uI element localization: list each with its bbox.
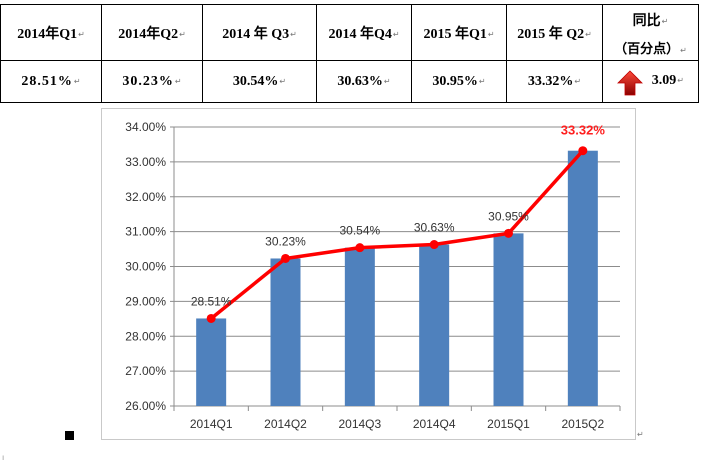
value-yoy-change: 3.09↵ xyxy=(602,60,699,103)
value-2014q2: 30.23%↵ xyxy=(101,60,203,103)
chart-area: 26.00% 27.00% 28.00% 29.00% 30.00% 31.00% 32.0… xyxy=(101,108,636,440)
bar xyxy=(344,247,375,406)
header-2014q2-text: 2014年Q2 xyxy=(118,26,179,42)
y-tick-label: 34.00% xyxy=(125,120,166,134)
cell-end-mark: ↵ xyxy=(179,29,186,39)
header-2014q1: 2014年Q1↵ xyxy=(0,4,102,61)
table-header-row: 2014年Q1↵ 2014年Q2↵ 2014 年 Q3↵ 2014 年Q4↵ 2… xyxy=(0,4,699,61)
data-label: 28.51% xyxy=(191,294,232,308)
y-tick-label: 26.00% xyxy=(125,399,166,413)
cell-end-mark: ↵ xyxy=(677,76,684,86)
value-2014q4: 30.63%↵ xyxy=(316,60,412,103)
cell-end-mark: ↵ xyxy=(585,29,592,39)
cell-end-mark: ↵ xyxy=(78,29,85,39)
header-2014q3-text: 2014 年 Q3 xyxy=(222,26,290,42)
line-point xyxy=(206,313,216,323)
cell-end-mark: ↵ xyxy=(680,45,687,55)
y-tick-label: 29.00% xyxy=(125,294,166,308)
up-arrow-icon xyxy=(617,70,643,96)
value-2014q4-text: 30.63% xyxy=(337,73,383,89)
line-point xyxy=(578,146,588,156)
data-label: 30.23% xyxy=(265,234,306,248)
value-2014q1: 28.51%↵ xyxy=(0,60,102,103)
value-2014q3: 30.54%↵ xyxy=(202,60,317,103)
y-tick-label: 28.00% xyxy=(125,329,166,343)
yoy-change-value-text: 3.09 xyxy=(651,73,677,88)
cell-end-mark: ↵ xyxy=(279,76,287,86)
y-tick-label: 30.00% xyxy=(125,260,166,274)
data-label: 30.95% xyxy=(488,209,529,223)
header-2014q1-text: 2014年Q1 xyxy=(17,26,78,42)
bar xyxy=(567,150,598,406)
y-tick-label: 31.00% xyxy=(125,225,166,239)
highlight-data-label: 33.32% xyxy=(561,123,606,138)
cell-end-mark: ↵ xyxy=(487,29,495,39)
yoy-change-value: 3.09↵ xyxy=(652,73,684,89)
x-tick-label: 2015Q1 xyxy=(487,417,530,431)
cell-end-mark: ↵ xyxy=(392,29,400,39)
header-2015q1-text: 2015 年Q1 xyxy=(423,26,487,42)
table-value-row: 28.51%↵ 30.23%↵ 30.54%↵ 30.63%↵ 30.95%↵ … xyxy=(0,60,699,103)
x-tick-label: 2014Q1 xyxy=(190,417,233,431)
y-tick-label: 33.00% xyxy=(125,155,166,169)
bar xyxy=(493,233,524,406)
value-2015q1-text: 30.95% xyxy=(432,73,478,89)
header-2015q2-text: 2015 年 Q2 xyxy=(517,26,585,42)
bar xyxy=(270,258,301,406)
line-point xyxy=(429,240,439,250)
quarterly-stats-table: 2014年Q1↵ 2014年Q2↵ 2014 年 Q3↵ 2014 年Q4↵ 2… xyxy=(0,4,699,103)
bar xyxy=(196,318,227,406)
header-yoy-change: 同比↵ （百分点）↵ xyxy=(602,4,699,61)
x-tick-label: 2015Q2 xyxy=(561,417,604,431)
header-2014q3: 2014 年 Q3↵ xyxy=(202,4,317,61)
bar xyxy=(419,244,450,406)
yoy-header-title: 同比↵ xyxy=(603,10,698,30)
header-2015q1: 2015 年Q1↵ xyxy=(411,4,507,61)
value-2015q2: 33.32%↵ xyxy=(506,60,603,103)
value-2014q2-text: 30.23% xyxy=(122,73,174,89)
yoy-header-title-text: 同比 xyxy=(632,14,661,29)
cell-end-mark: ↵ xyxy=(574,76,582,86)
value-2015q2-text: 33.32% xyxy=(527,73,574,89)
x-tick-label: 2014Q2 xyxy=(264,417,307,431)
cell-end-mark: ↵ xyxy=(174,76,182,86)
x-tick-label: 2014Q3 xyxy=(338,417,381,431)
y-tick-label: 32.00% xyxy=(125,190,166,204)
cell-end-mark: ↵ xyxy=(478,76,486,86)
line-point xyxy=(281,253,290,263)
x-tick-label: 2014Q4 xyxy=(413,417,456,431)
line-point xyxy=(355,243,365,253)
y-tick-label: 27.00% xyxy=(125,364,166,378)
bar-line-chart: 26.00% 27.00% 28.00% 29.00% 30.00% 31.00% 32.0… xyxy=(125,120,621,431)
header-2015q2: 2015 年 Q2↵ xyxy=(506,4,603,61)
line-point xyxy=(504,228,513,238)
yoy-header-unit: （百分点）↵ xyxy=(603,38,698,57)
value-2014q3-text: 30.54% xyxy=(232,73,279,89)
yoy-header-unit-text: （百分点） xyxy=(614,41,680,56)
cell-end-mark: ↵ xyxy=(73,76,81,86)
corner-mark: ı xyxy=(2,453,5,462)
value-2015q1: 30.95%↵ xyxy=(411,60,507,103)
header-2014q4: 2014 年Q4↵ xyxy=(316,4,412,61)
cell-end-mark: ↵ xyxy=(383,76,391,86)
trend-line xyxy=(210,149,585,320)
cell-end-mark: ↵ xyxy=(661,17,669,27)
bullet-square xyxy=(65,431,74,440)
cell-end-mark: ↵ xyxy=(290,29,297,39)
value-2014q1-text: 28.51% xyxy=(21,73,73,89)
data-label: 30.54% xyxy=(339,224,380,238)
header-2014q2: 2014年Q2↵ xyxy=(101,4,203,61)
data-label: 30.63% xyxy=(414,221,455,235)
trailing-paragraph-mark: ↵ xyxy=(637,430,644,439)
header-2014q4-text: 2014 年Q4 xyxy=(328,26,392,42)
